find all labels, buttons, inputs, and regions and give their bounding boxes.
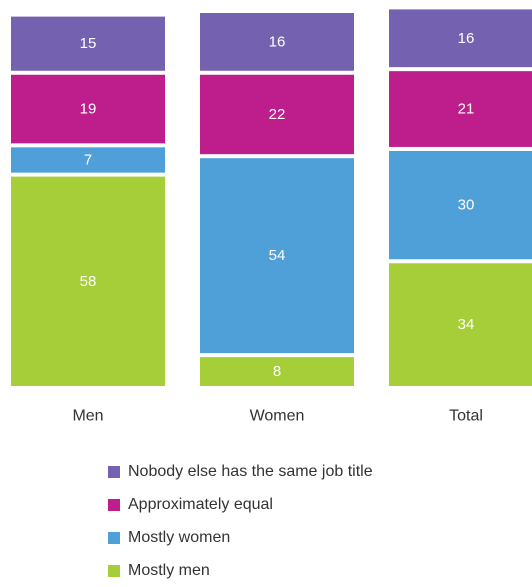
legend-swatch (108, 531, 120, 544)
bar-segment-men-approximately-equal (11, 74, 165, 144)
data-label-total-approximately-equal: 21 (458, 101, 475, 118)
legend-swatch (108, 564, 120, 577)
data-label-men-mostly-women: 7 (84, 151, 92, 168)
data-label-total-nobody-else-has-the-same-job-title: 16 (458, 30, 475, 47)
bar-segment-women-mostly-men (200, 357, 354, 386)
legend-swatch (108, 465, 120, 478)
data-label-men-nobody-else-has-the-same-job-title: 15 (80, 35, 97, 52)
bar-segment-men-nobody-else-has-the-same-job-title (11, 16, 165, 71)
bar-segment-total-approximately-equal (389, 71, 532, 147)
bar-segment-total-mostly-women (389, 150, 532, 260)
data-label-women-nobody-else-has-the-same-job-title: 16 (269, 33, 286, 50)
category-label-men: Men (72, 408, 103, 425)
legend-label: Mostly women (128, 528, 231, 546)
bar-segment-women-mostly-women (200, 158, 354, 354)
data-label-women-mostly-women: 54 (269, 247, 286, 264)
legend-label: Approximately equal (128, 495, 273, 513)
data-label-women-mostly-men: 8 (273, 363, 281, 380)
data-label-men-mostly-men: 58 (80, 273, 97, 290)
data-label-men-approximately-equal: 19 (80, 101, 97, 118)
bar-segment-women-nobody-else-has-the-same-job-title (200, 13, 354, 71)
legend-item-approximately-equal: Approximately equal (108, 488, 373, 521)
legend-label: Nobody else has the same job title (128, 462, 373, 480)
legend-label: Mostly men (128, 561, 210, 579)
category-label-women: Women (250, 408, 305, 425)
bar-segment-total-nobody-else-has-the-same-job-title (389, 9, 532, 68)
legend-item-nobody-else-has-the-same-job-title: Nobody else has the same job title (108, 455, 373, 488)
category-label-total: Total (449, 408, 483, 425)
bar-segment-men-mostly-women (11, 147, 165, 173)
legend-swatch (108, 498, 120, 511)
data-label-women-approximately-equal: 22 (269, 106, 286, 123)
stacked-bar-chart: 58 7 19 15 Men 8 54 22 16 Women 34 30 21 16 Total (11, 9, 532, 425)
legend-item-mostly-women: Mostly women (108, 521, 373, 554)
bar-segment-total-mostly-men (389, 263, 532, 386)
legend: Nobody else has the same job title Approx… (108, 455, 373, 587)
bar-segment-women-approximately-equal (200, 74, 354, 155)
data-label-total-mostly-women: 30 (458, 197, 475, 214)
data-label-total-mostly-men: 34 (458, 316, 475, 333)
legend-item-mostly-men: Mostly men (108, 554, 373, 587)
bar-segment-men-mostly-men (11, 176, 165, 386)
